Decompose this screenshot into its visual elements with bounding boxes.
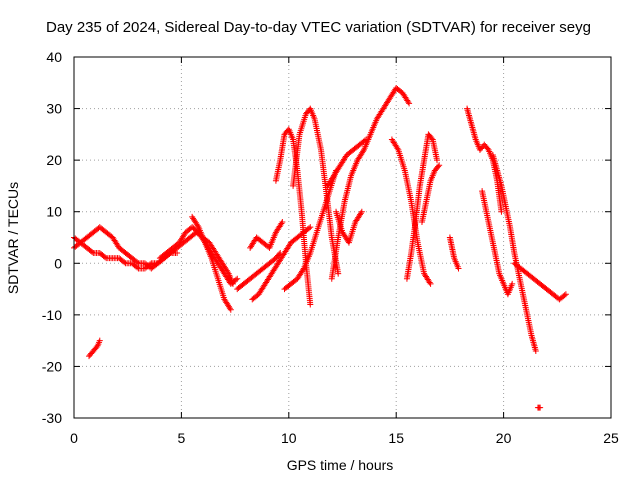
data-point xyxy=(405,98,412,105)
y-tick-label: 10 xyxy=(46,204,62,220)
series-arc-23 xyxy=(534,404,544,411)
data-point xyxy=(427,280,434,287)
data-point xyxy=(93,344,100,351)
x-tick-label: 5 xyxy=(178,430,186,446)
y-tick-label: -20 xyxy=(42,358,62,374)
data-point xyxy=(537,404,544,411)
series-arc-22 xyxy=(511,260,569,303)
data-point xyxy=(134,264,141,271)
y-tick-label: -30 xyxy=(42,410,62,426)
x-tick-label: 25 xyxy=(603,430,619,446)
data-point xyxy=(279,219,286,226)
series-arc-2 xyxy=(71,234,181,272)
data-point xyxy=(335,270,342,277)
data-point xyxy=(361,137,368,144)
data-point xyxy=(305,225,312,232)
data-point xyxy=(307,301,314,308)
data-point xyxy=(232,276,239,283)
data-marks xyxy=(71,84,569,411)
series-arc-18 xyxy=(446,234,462,272)
data-point xyxy=(561,292,568,299)
series-arc-5 xyxy=(86,337,103,360)
data-point xyxy=(360,148,367,155)
series-arc-12 xyxy=(328,84,413,282)
y-axis-label: SDTVAR / TECUs xyxy=(5,182,21,294)
series-arc-4 xyxy=(189,213,234,313)
data-point xyxy=(234,275,241,282)
series-arc-16 xyxy=(403,131,441,282)
y-tick-label: 40 xyxy=(46,49,62,65)
series-arc-9 xyxy=(272,126,314,308)
series-arc-8 xyxy=(247,219,286,251)
data-point xyxy=(436,162,443,169)
x-axis-label: GPS time / hours xyxy=(287,457,394,473)
data-point xyxy=(435,163,442,170)
y-tick-label: 20 xyxy=(46,152,62,168)
data-point xyxy=(363,136,370,143)
data-point xyxy=(509,280,516,287)
data-point xyxy=(455,265,462,272)
axis-ticks: 0 5 10 15 20 25 -30 -20 -10 0 10 20 30 40 xyxy=(42,49,619,446)
x-tick-label: 15 xyxy=(388,430,404,446)
data-point xyxy=(498,208,505,215)
data-point xyxy=(134,259,141,266)
data-point xyxy=(147,261,154,268)
plot-frame xyxy=(73,56,612,419)
data-point xyxy=(357,210,364,217)
y-tick-label: 30 xyxy=(46,101,62,117)
x-tick-label: 20 xyxy=(496,430,512,446)
data-point xyxy=(428,135,435,142)
series-arc-17 xyxy=(418,162,443,226)
y-tick-label: -10 xyxy=(42,307,62,323)
y-tick-label: 0 xyxy=(54,255,62,271)
chart-title: Day 235 of 2024, Sidereal Day-to-day VTE… xyxy=(46,19,591,36)
series-arc-14 xyxy=(333,208,365,246)
data-point xyxy=(484,145,491,152)
data-point xyxy=(532,347,539,354)
data-point xyxy=(101,254,108,261)
series-arc-6 xyxy=(234,249,284,293)
data-point xyxy=(96,337,103,344)
series-arc-10 xyxy=(281,167,340,293)
x-tick-label: 10 xyxy=(281,430,297,446)
data-point xyxy=(299,266,306,273)
data-point xyxy=(394,145,401,152)
data-point xyxy=(426,279,433,286)
series-arc-13 xyxy=(324,136,370,189)
data-point xyxy=(174,249,181,256)
data-point xyxy=(227,306,234,313)
x-tick-label: 0 xyxy=(70,430,78,446)
series-arc-20 xyxy=(479,188,516,298)
data-point xyxy=(121,259,128,266)
data-point xyxy=(194,222,201,229)
data-point xyxy=(307,224,314,231)
data-point xyxy=(226,305,233,312)
data-point xyxy=(89,248,96,255)
data-point xyxy=(562,291,569,298)
grid-layer xyxy=(74,57,611,418)
data-point xyxy=(434,157,441,164)
data-point xyxy=(278,220,285,227)
data-point xyxy=(358,208,365,215)
data-point xyxy=(406,100,413,107)
